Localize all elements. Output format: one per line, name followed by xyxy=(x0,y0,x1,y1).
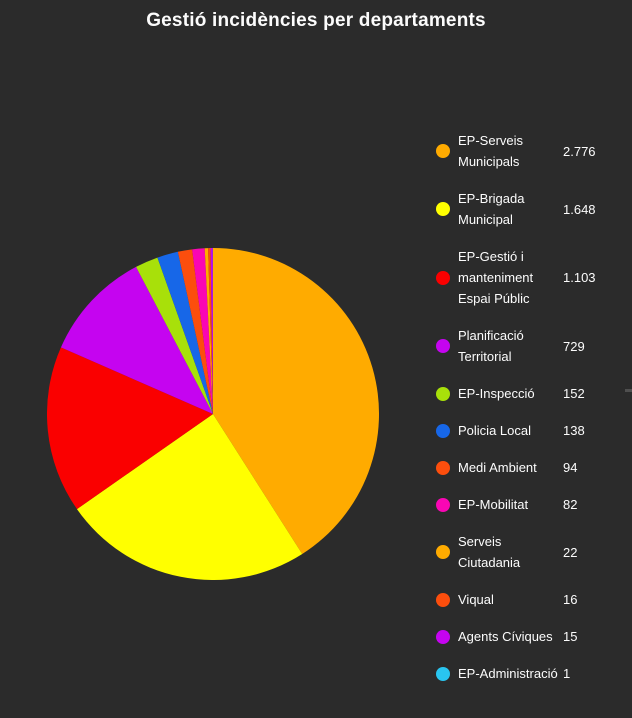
legend-color-dot-icon xyxy=(436,423,450,438)
pie-slice[interactable] xyxy=(60,266,214,414)
legend-row[interactable]: EP-Mobilitat 82 xyxy=(436,494,626,515)
legend-label: Policia Local xyxy=(458,423,531,438)
legend-color-dot-icon xyxy=(436,545,450,559)
legend-label: Serveis Ciutadania xyxy=(458,534,521,570)
legend-row[interactable]: EP-Serveis Municipals 2.776 xyxy=(436,130,626,172)
legend-row[interactable]: Viqual 16 xyxy=(436,589,626,610)
pie-slice[interactable] xyxy=(157,251,213,414)
legend-label: Planificació Territorial xyxy=(458,328,524,364)
pie-slice[interactable] xyxy=(204,248,213,414)
legend-value: 1.103 xyxy=(563,270,596,285)
legend-color-dot-icon xyxy=(436,270,450,285)
legend-value: 94 xyxy=(563,460,578,475)
legend-value: 152 xyxy=(563,386,585,401)
pie-chart-svg xyxy=(46,247,380,581)
legend-value: 2.776 xyxy=(563,143,596,159)
chart-title: Gestió incidències per departaments xyxy=(146,10,486,31)
pie-slice[interactable] xyxy=(192,248,213,414)
pie-slice[interactable] xyxy=(46,347,213,510)
legend-value: 1.648 xyxy=(563,201,596,217)
legend-color-dot-icon xyxy=(436,339,450,353)
legend-color-dot-icon xyxy=(436,202,450,216)
scrollbar-thumb[interactable] xyxy=(625,389,632,392)
legend-label: EP-Administració xyxy=(458,666,558,681)
legend-label: EP-Gestió i manteniment Espai Públic xyxy=(458,249,534,306)
legend-row[interactable]: Agents Cíviques 15 xyxy=(436,626,626,647)
pie-slice[interactable] xyxy=(213,248,380,554)
legend-label: EP-Inspecció xyxy=(458,386,535,401)
legend-label: Medi Ambient xyxy=(458,460,537,475)
legend-label: EP-Mobilitat xyxy=(458,497,529,512)
legend-label: EP-Brigada Municipal xyxy=(458,191,525,227)
legend-row[interactable]: Planificació Territorial 729 xyxy=(436,325,626,367)
legend-row[interactable]: Medi Ambient 94 xyxy=(436,457,626,478)
legend-color-dot-icon xyxy=(436,629,450,644)
legend-value: 15 xyxy=(563,629,578,644)
legend-value: 729 xyxy=(563,338,585,354)
legend-row[interactable]: EP-Brigada Municipal 1.648 xyxy=(436,188,626,230)
legend-color-dot-icon xyxy=(436,592,450,607)
pie-slice[interactable] xyxy=(177,249,213,414)
legend-value: 1 xyxy=(563,666,571,681)
pie-slice[interactable] xyxy=(136,257,213,414)
legend-value: 138 xyxy=(563,423,585,438)
legend-label: Agents Cíviques xyxy=(458,629,553,644)
pie-slice[interactable] xyxy=(208,248,213,414)
legend-color-dot-icon xyxy=(436,460,450,475)
legend-label: Viqual xyxy=(458,592,494,607)
legend-value: 22 xyxy=(563,544,578,560)
legend-row[interactable]: EP-Inspecció 152 xyxy=(436,383,626,404)
legend-color-dot-icon xyxy=(436,497,450,512)
legend-row[interactable]: EP-Gestió i manteniment Espai Públic 1.103 xyxy=(436,246,626,309)
legend-row[interactable]: Serveis Ciutadania 22 xyxy=(436,531,626,573)
legend-color-dot-icon xyxy=(436,144,450,158)
pie-slice[interactable] xyxy=(210,248,213,414)
legend-color-dot-icon xyxy=(436,666,450,681)
legend-value: 16 xyxy=(563,592,578,607)
legend-row[interactable]: Policia Local 138 xyxy=(436,420,626,441)
legend-row[interactable]: EP-Administració 1 xyxy=(436,663,626,684)
legend-color-dot-icon xyxy=(436,386,450,401)
legend: EP-Serveis Municipals 2.776 EP-Brigada Mun… xyxy=(436,130,626,700)
legend-label: EP-Serveis Municipals xyxy=(458,133,524,169)
pie-slice[interactable] xyxy=(76,414,303,581)
legend-value: 82 xyxy=(563,497,578,512)
pie-chart xyxy=(46,247,380,581)
